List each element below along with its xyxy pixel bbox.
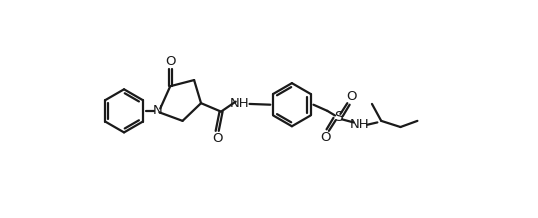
Text: O: O (212, 132, 222, 145)
Text: O: O (346, 90, 357, 103)
Text: O: O (165, 55, 175, 68)
Text: N: N (152, 104, 162, 117)
Text: S: S (334, 110, 343, 124)
Text: NH: NH (350, 118, 370, 131)
Text: O: O (320, 131, 330, 144)
Text: NH: NH (230, 97, 249, 110)
